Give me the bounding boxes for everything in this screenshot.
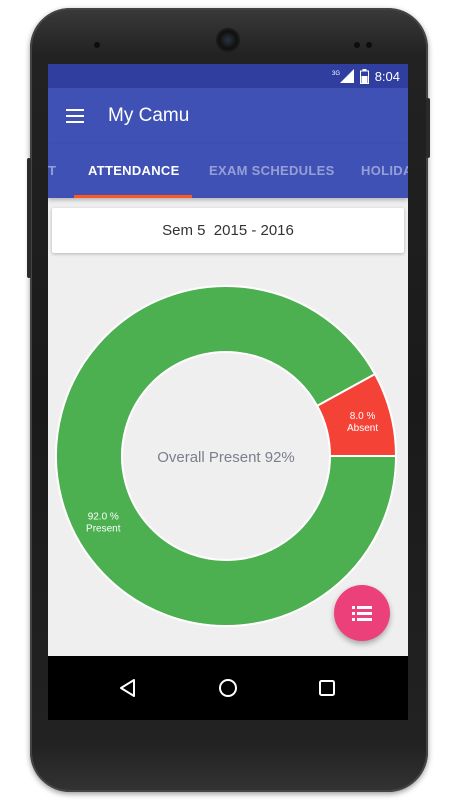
- front-camera: [218, 30, 238, 50]
- donut-slice-absent[interactable]: [315, 372, 398, 457]
- power-button: [426, 98, 430, 158]
- list-fab-button[interactable]: [334, 585, 390, 641]
- tab-previous[interactable]: T: [48, 163, 57, 178]
- tab-holidays[interactable]: HOLIDA: [361, 163, 408, 178]
- slice-value-label-absent: 8.0 %: [350, 411, 376, 422]
- slice-value-label-present: 92.0 %: [88, 511, 119, 522]
- battery-icon: [359, 68, 369, 84]
- list-icon: [352, 606, 372, 621]
- tab-bar: T ATTENDANCE EXAM SCHEDULES HOLIDA: [48, 144, 408, 198]
- slice-name-label-absent: Absent: [347, 423, 378, 434]
- status-bar: 3G 8:04: [48, 64, 408, 88]
- home-icon[interactable]: [219, 679, 237, 697]
- signal-icon: 3G: [332, 69, 354, 83]
- front-sensor: [94, 42, 100, 48]
- recents-icon[interactable]: [319, 680, 335, 696]
- tab-indicator: [74, 195, 192, 198]
- donut-center-label: Overall Present 92%: [157, 449, 295, 466]
- volume-button: [27, 158, 31, 278]
- attendance-donut-chart: 92.0 %Present 8.0 %Absent Overall Present …: [55, 285, 398, 627]
- semester-selector[interactable]: Sem 5 2015 - 2016: [52, 208, 404, 253]
- app-title: My Camu: [108, 105, 190, 126]
- tab-exam-schedules[interactable]: EXAM SCHEDULES: [209, 163, 335, 178]
- donut-slice-present[interactable]: [55, 285, 398, 627]
- slice-name-label-present: Present: [86, 523, 121, 534]
- network-type-label: 3G: [332, 71, 340, 77]
- status-time: 8:04: [374, 68, 400, 84]
- front-sensor-3: [366, 42, 372, 48]
- front-sensor-2: [354, 42, 360, 48]
- tab-attendance[interactable]: ATTENDANCE: [88, 163, 180, 178]
- back-icon[interactable]: [120, 679, 135, 697]
- app-toolbar: My Camu: [48, 88, 408, 144]
- status-icons: 3G 8:04: [332, 68, 400, 84]
- hamburger-menu-icon[interactable]: [64, 106, 86, 126]
- system-nav-bar: [48, 656, 408, 720]
- app-screen: 3G 8:04 My Camu T ATTENDANCE EXAM SCHEDU…: [48, 64, 408, 720]
